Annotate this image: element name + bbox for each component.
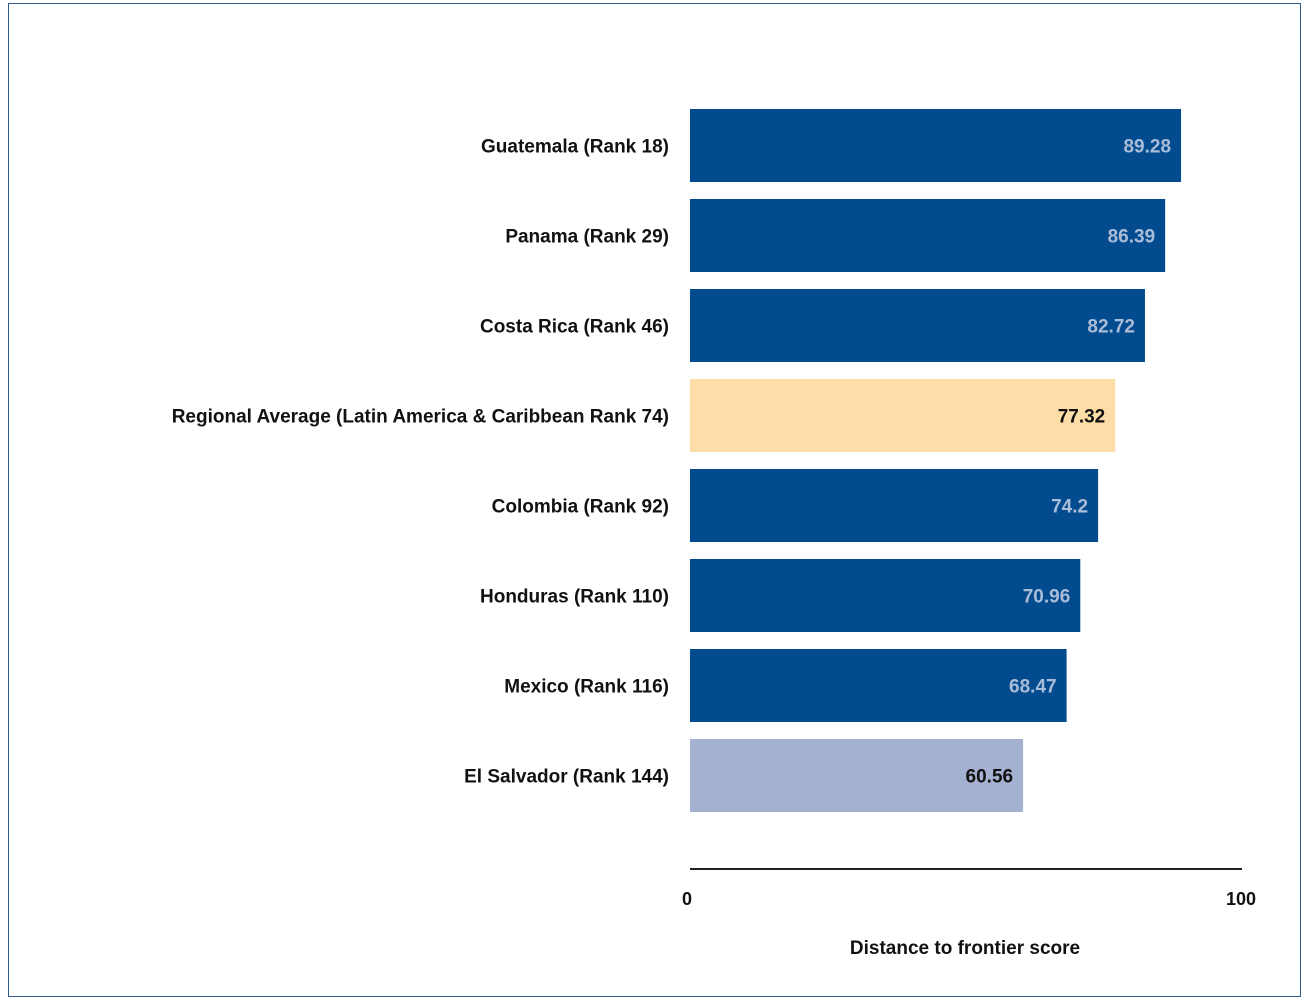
bar: [690, 379, 1116, 452]
category-label: Guatemala (Rank 18): [481, 137, 669, 158]
category-label: El Salvador (Rank 144): [464, 767, 669, 788]
category-label: Costa Rica (Rank 46): [480, 317, 669, 338]
x-tick-label: 100: [1226, 889, 1256, 909]
x-tick-label: 0: [682, 889, 692, 909]
bar: [690, 289, 1145, 362]
category-label: Regional Average (Latin America & Caribb…: [172, 407, 669, 428]
bar: [690, 199, 1166, 272]
bar-value-label: 60.56: [966, 767, 1014, 788]
bar-value-label: 68.47: [1009, 677, 1057, 698]
category-labels-group: Guatemala (Rank 18) Panama (Rank 29) Costa…: [172, 137, 669, 788]
bar: [690, 739, 1024, 812]
chart-frame: [8, 3, 1301, 997]
category-label: Colombia (Rank 92): [492, 497, 669, 518]
category-label: Mexico (Rank 116): [504, 677, 669, 698]
bar: [690, 649, 1067, 722]
category-label: Panama (Rank 29): [505, 227, 669, 248]
bar-value-label: 70.96: [1023, 587, 1071, 608]
x-axis-title: Distance to frontier score: [850, 938, 1080, 959]
bar-value-label: 74.2: [1051, 497, 1088, 518]
category-label: Honduras (Rank 110): [480, 587, 669, 608]
bar: [690, 559, 1081, 632]
bars-group: [690, 109, 1182, 812]
bar-value-label: 86.39: [1108, 227, 1156, 248]
value-labels-group: 89.28 86.39 82.72 77.32 74.2 70.96 68.47 60.56: [966, 137, 1172, 788]
bar: [690, 469, 1099, 542]
bar-value-label: 77.32: [1058, 407, 1106, 428]
bar: [690, 109, 1182, 182]
bar-value-label: 89.28: [1123, 137, 1171, 158]
bar-value-label: 82.72: [1087, 317, 1135, 338]
